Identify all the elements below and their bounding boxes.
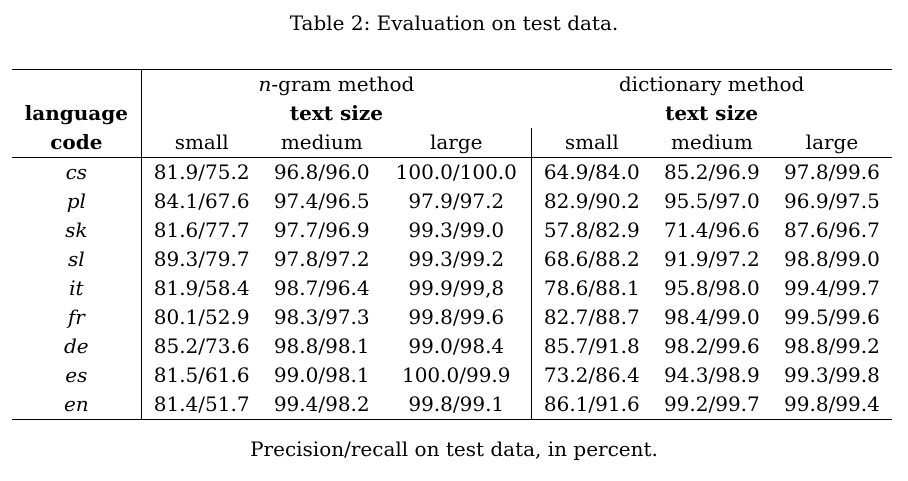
dict-text-size-header: text size xyxy=(665,101,759,125)
ngram-value-cell: 81.9/58.4 xyxy=(153,276,250,300)
dictionary-value-cell: 99.2/99.7 xyxy=(651,390,772,420)
ngram-size-small: small xyxy=(141,128,262,158)
dictionary-value-cell: 68.6/88.2 xyxy=(543,247,640,271)
dictionary-value-cell: 98.4/99.0 xyxy=(663,305,760,329)
dictionary-value-cell: 87.6/96.7 xyxy=(784,218,880,242)
language-code-cell: sl xyxy=(12,245,142,274)
ngram-value-cell: 99.3/99.2 xyxy=(381,245,532,274)
dict-size-medium: medium xyxy=(651,128,772,158)
table-row: sk 81.6/77.7 97.7/96.9 99.3/99.0 57.8/82.9 71… xyxy=(12,216,892,245)
code-label: code xyxy=(12,128,142,158)
ngram-value-cell: 81.9/75.2 xyxy=(153,160,250,184)
table-row: de 85.2/73.6 98.8/98.1 99.0/98.4 85.7/91.8 98… xyxy=(12,332,892,361)
header-empty-cell xyxy=(12,69,142,99)
table-row: cs 81.9/75.2 96.8/96.0 100.0/100.0 64.9/84.0… xyxy=(12,157,892,187)
language-code-cell: es xyxy=(12,361,142,390)
dict-size-small: small xyxy=(531,128,652,158)
dictionary-value-cell: 99.3/99.8 xyxy=(784,363,880,387)
dictionary-value-cell: 85.7/91.8 xyxy=(543,334,640,358)
ngram-value-cell: 97.9/97.2 xyxy=(381,187,532,216)
dictionary-value-cell: 95.8/98.0 xyxy=(663,276,760,300)
ngram-value-cell: 99.4/98.2 xyxy=(261,390,382,420)
dictionary-method-header: dictionary method xyxy=(531,69,892,99)
ngram-value-cell: 81.6/77.7 xyxy=(153,218,250,242)
ngram-value-cell: 99.3/99.0 xyxy=(381,216,532,245)
table-caption: Table 2: Evaluation on test data. xyxy=(289,11,619,35)
ngram-value-cell: 81.5/61.6 xyxy=(153,363,250,387)
ngram-value-cell: 99.0/98.1 xyxy=(273,363,370,387)
ngram-value-cell: 98.8/98.1 xyxy=(273,334,370,358)
ngram-value-cell: 89.3/79.7 xyxy=(153,247,250,271)
ngram-value-cell: 97.7/96.9 xyxy=(273,218,370,242)
ngram-value-cell: 84.1/67.6 xyxy=(153,189,250,213)
ngram-n-italic: n xyxy=(258,72,272,96)
dictionary-value-cell: 73.2/86.4 xyxy=(543,363,640,387)
ngram-value-cell: 98.3/97.3 xyxy=(273,305,370,329)
dictionary-value-cell: 57.8/82.9 xyxy=(543,218,640,242)
language-code-cell: sk xyxy=(12,216,142,245)
ngram-size-medium: medium xyxy=(261,128,382,158)
dictionary-value-cell: 82.7/88.7 xyxy=(543,305,640,329)
dictionary-value-cell: 99.5/99.6 xyxy=(784,305,880,329)
ngram-text-size-header: text size xyxy=(289,101,383,125)
ngram-value-cell: 100.0/99.9 xyxy=(381,361,532,390)
ngram-value-cell: 80.1/52.9 xyxy=(153,305,250,329)
dictionary-value-cell: 98.8/99.2 xyxy=(784,334,880,358)
language-code-cell: it xyxy=(12,274,142,303)
ngram-value-cell: 99.0/98.4 xyxy=(381,332,532,361)
ngram-value-cell: 81.4/51.7 xyxy=(141,390,262,420)
dictionary-value-cell: 91.9/97.2 xyxy=(663,247,760,271)
table-row: pl 84.1/67.6 97.4/96.5 97.9/97.2 82.9/90.2 95… xyxy=(12,187,892,216)
language-label: language xyxy=(12,99,142,128)
table-row: fr 80.1/52.9 98.3/97.3 99.8/99.6 82.7/88.7 98… xyxy=(12,303,892,332)
language-code-cell: de xyxy=(12,332,142,361)
language-code-cell: cs xyxy=(12,157,142,187)
ngram-value-cell: 97.4/96.5 xyxy=(273,189,370,213)
dictionary-value-cell: 85.2/96.9 xyxy=(663,160,760,184)
dictionary-value-cell: 82.9/90.2 xyxy=(543,189,640,213)
ngram-value-cell: 99.8/99.6 xyxy=(381,303,532,332)
ngram-size-large: large xyxy=(381,128,532,158)
ngram-method-header: n-gram method xyxy=(141,69,532,99)
table-row: it 81.9/58.4 98.7/96.4 99.9/99,8 78.6/88.1 95… xyxy=(12,274,892,303)
ngram-value-cell: 98.7/96.4 xyxy=(273,276,370,300)
dictionary-value-cell: 97.8/99.6 xyxy=(784,160,880,184)
ngram-value-cell: 100.0/100.0 xyxy=(381,157,532,187)
table-row: sl 89.3/79.7 97.8/97.2 99.3/99.2 68.6/88.2 91… xyxy=(12,245,892,274)
dictionary-value-cell: 98.8/99.0 xyxy=(784,247,880,271)
ngram-value-cell: 96.8/96.0 xyxy=(273,160,370,184)
table-footnote: Precision/recall on test data, in percen… xyxy=(250,437,658,461)
language-code-cell: en xyxy=(12,390,142,420)
dictionary-value-cell: 94.3/98.9 xyxy=(663,363,760,387)
table-row: en 81.4/51.7 99.4/98.2 99.8/99.1 86.1/91.6 99… xyxy=(12,390,892,420)
ngram-value-cell: 99.9/99,8 xyxy=(381,274,532,303)
header-row-sizes: code small medium large small medium lar… xyxy=(12,128,892,158)
ngram-method-label: -gram method xyxy=(271,72,415,96)
header-row-methods: n-gram method dictionary method xyxy=(12,69,892,99)
dictionary-value-cell: 96.9/97.5 xyxy=(784,189,880,213)
dict-size-large: large xyxy=(771,128,892,158)
dictionary-value-cell: 71.4/96.6 xyxy=(663,218,760,242)
dictionary-value-cell: 99.8/99.4 xyxy=(771,390,892,420)
evaluation-table: n-gram method dictionary method language… xyxy=(12,69,892,420)
language-code-cell: pl xyxy=(12,187,142,216)
dictionary-value-cell: 95.5/97.0 xyxy=(663,189,760,213)
dictionary-value-cell: 98.2/99.6 xyxy=(663,334,760,358)
ngram-value-cell: 99.8/99.1 xyxy=(381,390,532,420)
language-code-cell: fr xyxy=(12,303,142,332)
header-row-text-size: language text size text size xyxy=(12,99,892,128)
ngram-value-cell: 97.8/97.2 xyxy=(273,247,370,271)
ngram-value-cell: 85.2/73.6 xyxy=(153,334,250,358)
dictionary-value-cell: 99.4/99.7 xyxy=(784,276,880,300)
dictionary-value-cell: 64.9/84.0 xyxy=(543,160,640,184)
table-row: es 81.5/61.6 99.0/98.1 100.0/99.9 73.2/86.4 9… xyxy=(12,361,892,390)
dictionary-value-cell: 86.1/91.6 xyxy=(531,390,652,420)
dictionary-value-cell: 78.6/88.1 xyxy=(543,276,640,300)
